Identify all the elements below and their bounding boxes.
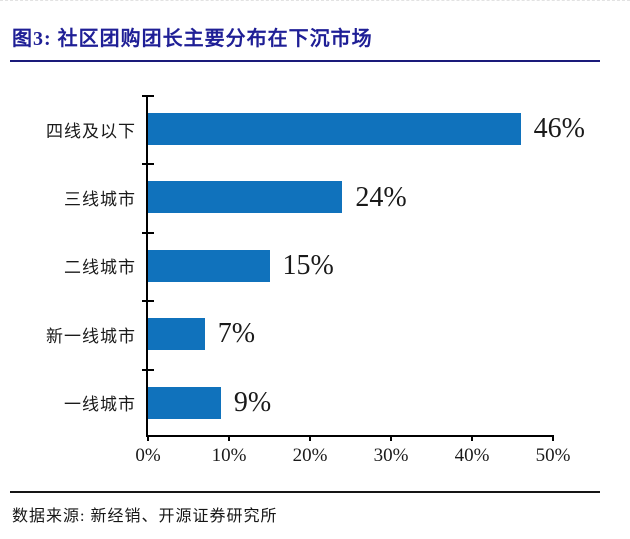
x-tick-label: 0% [135, 445, 161, 466]
x-tick-label: 40% [454, 445, 490, 466]
bar-row: 一线城市 9% [64, 369, 553, 437]
bar [148, 181, 343, 214]
y-tick-mark [142, 368, 154, 371]
data-label: 46% [533, 113, 585, 145]
source-divider [10, 491, 600, 493]
y-tick-mark [142, 163, 154, 166]
source-note: 数据来源: 新经销、开源证券研究所 [12, 508, 278, 525]
category-label: 一线城市 [64, 395, 136, 415]
x-tick-mark [471, 435, 473, 441]
x-tick-mark [147, 435, 149, 441]
bar-row: 二线城市 15% [64, 232, 553, 300]
x-tick-mark [552, 435, 554, 441]
x-tick-mark [390, 435, 392, 441]
y-tick-mark [142, 95, 154, 97]
y-tick-mark [142, 300, 154, 303]
top-divider [0, 0, 630, 1]
bar [148, 318, 205, 351]
data-label: 9% [233, 386, 272, 418]
category-label: 四线及以下 [46, 121, 136, 141]
figure-title: 图3: 社区团购团长主要分布在下沉市场 [12, 28, 373, 50]
y-tick-mark [142, 231, 154, 234]
bar [148, 249, 270, 282]
bar-row: 新一线城市 7% [46, 300, 553, 368]
x-tick-label: 20% [292, 445, 328, 466]
x-tick-mark [309, 435, 311, 441]
plot-area: 四线及以下 46% 三线城市 24% 二线城市 15% 新一线城市 7% 一线城… [46, 95, 585, 466]
category-label: 新一线城市 [46, 326, 136, 346]
x-tick-label: 10% [211, 445, 247, 466]
x-tick-mark [228, 435, 230, 441]
bar [148, 386, 221, 419]
category-label: 二线城市 [64, 258, 136, 278]
data-label: 7% [217, 318, 256, 350]
bar [148, 113, 521, 145]
bar-row: 四线及以下 46% [46, 95, 585, 163]
x-tick-label: 50% [535, 445, 571, 466]
data-label: 15% [282, 249, 334, 281]
bar-row: 三线城市 24% [64, 163, 553, 231]
title-divider [10, 60, 600, 62]
data-label: 24% [355, 181, 407, 213]
category-label: 三线城市 [64, 190, 136, 210]
x-tick-label: 30% [373, 445, 409, 466]
